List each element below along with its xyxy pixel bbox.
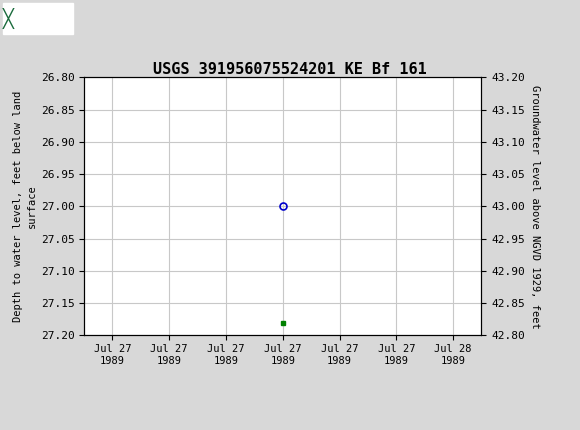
Text: USGS: USGS	[3, 9, 71, 27]
Text: ╳: ╳	[3, 8, 14, 29]
Text: USGS 391956075524201 KE Bf 161: USGS 391956075524201 KE Bf 161	[153, 62, 427, 77]
FancyBboxPatch shape	[3, 3, 72, 34]
Y-axis label: Depth to water level, feet below land
surface: Depth to water level, feet below land su…	[13, 91, 37, 322]
Y-axis label: Groundwater level above NGVD 1929, feet: Groundwater level above NGVD 1929, feet	[531, 85, 541, 328]
